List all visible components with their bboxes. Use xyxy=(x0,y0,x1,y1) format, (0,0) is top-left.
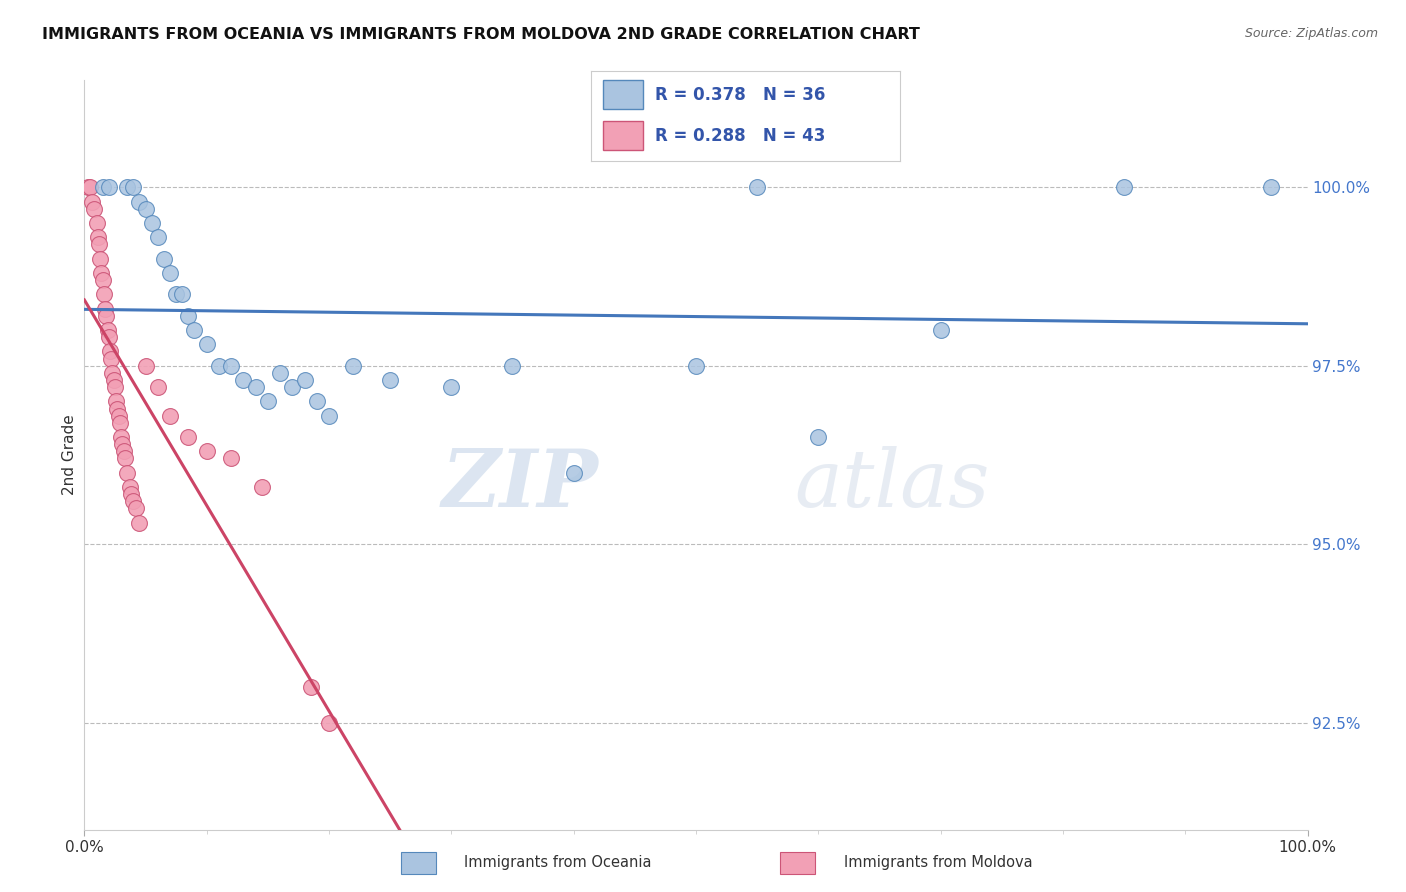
Point xyxy=(91,180,114,194)
Point xyxy=(141,216,163,230)
Point xyxy=(165,287,187,301)
Text: Immigrants from Moldova: Immigrants from Moldova xyxy=(844,855,1032,870)
Point xyxy=(122,494,145,508)
Point xyxy=(96,309,118,323)
Bar xyxy=(603,80,643,109)
Point xyxy=(94,301,117,316)
Point xyxy=(146,380,169,394)
Point xyxy=(87,230,110,244)
Point xyxy=(685,359,707,373)
Point xyxy=(929,323,952,337)
Point xyxy=(159,266,181,280)
Point xyxy=(128,194,150,209)
Point xyxy=(107,409,129,423)
Point xyxy=(97,180,120,194)
Point xyxy=(112,444,135,458)
Point xyxy=(111,437,134,451)
Text: IMMIGRANTS FROM OCEANIA VS IMMIGRANTS FROM MOLDOVA 2ND GRADE CORRELATION CHART: IMMIGRANTS FROM OCEANIA VS IMMIGRANTS FR… xyxy=(42,27,920,42)
Point xyxy=(195,337,218,351)
Point xyxy=(91,273,114,287)
Point xyxy=(250,480,273,494)
Point xyxy=(318,715,340,730)
Point xyxy=(807,430,830,444)
Point xyxy=(87,237,110,252)
Point xyxy=(183,323,205,337)
Point xyxy=(299,680,322,694)
Point xyxy=(281,380,304,394)
Point xyxy=(115,466,138,480)
Point xyxy=(269,366,291,380)
Text: ZIP: ZIP xyxy=(441,446,598,524)
Point xyxy=(97,330,120,344)
Point xyxy=(159,409,181,423)
Point xyxy=(177,309,200,323)
Point xyxy=(232,373,254,387)
Point xyxy=(77,180,100,194)
Point xyxy=(294,373,316,387)
Point xyxy=(128,516,150,530)
Point xyxy=(747,180,769,194)
Point xyxy=(98,344,121,359)
Text: Immigrants from Oceania: Immigrants from Oceania xyxy=(464,855,651,870)
Point xyxy=(208,359,231,373)
Point xyxy=(110,430,132,444)
Point xyxy=(104,380,127,394)
Point xyxy=(114,451,136,466)
Point xyxy=(245,380,267,394)
Y-axis label: 2nd Grade: 2nd Grade xyxy=(62,415,77,495)
Point xyxy=(257,394,280,409)
Point xyxy=(195,444,218,458)
Point xyxy=(146,230,169,244)
Point xyxy=(105,401,128,416)
Point xyxy=(305,394,328,409)
Point xyxy=(172,287,194,301)
Point xyxy=(93,287,115,301)
Point xyxy=(219,451,242,466)
Point xyxy=(135,202,157,216)
Bar xyxy=(603,121,643,150)
Point xyxy=(380,373,402,387)
Point xyxy=(153,252,176,266)
Point xyxy=(105,394,128,409)
Point xyxy=(562,466,585,480)
Point xyxy=(108,416,131,430)
Text: R = 0.288   N = 43: R = 0.288 N = 43 xyxy=(655,127,825,145)
Text: Source: ZipAtlas.com: Source: ZipAtlas.com xyxy=(1244,27,1378,40)
Point xyxy=(122,180,145,194)
Point xyxy=(118,480,141,494)
Point xyxy=(103,373,125,387)
Point xyxy=(177,430,200,444)
Point xyxy=(342,359,364,373)
Point xyxy=(502,359,524,373)
Point xyxy=(125,501,148,516)
Point xyxy=(1260,180,1282,194)
Point xyxy=(115,180,138,194)
Point xyxy=(89,252,111,266)
Point xyxy=(97,323,120,337)
Point xyxy=(120,487,142,501)
Point xyxy=(80,194,103,209)
Point xyxy=(86,216,108,230)
Point xyxy=(440,380,463,394)
Point xyxy=(90,266,112,280)
Text: R = 0.378   N = 36: R = 0.378 N = 36 xyxy=(655,86,825,103)
Point xyxy=(100,351,122,366)
Point xyxy=(101,366,124,380)
Point xyxy=(219,359,242,373)
Point xyxy=(318,409,340,423)
Point xyxy=(79,180,101,194)
Point xyxy=(1114,180,1136,194)
Text: atlas: atlas xyxy=(794,446,990,524)
Point xyxy=(83,202,105,216)
Point xyxy=(135,359,157,373)
